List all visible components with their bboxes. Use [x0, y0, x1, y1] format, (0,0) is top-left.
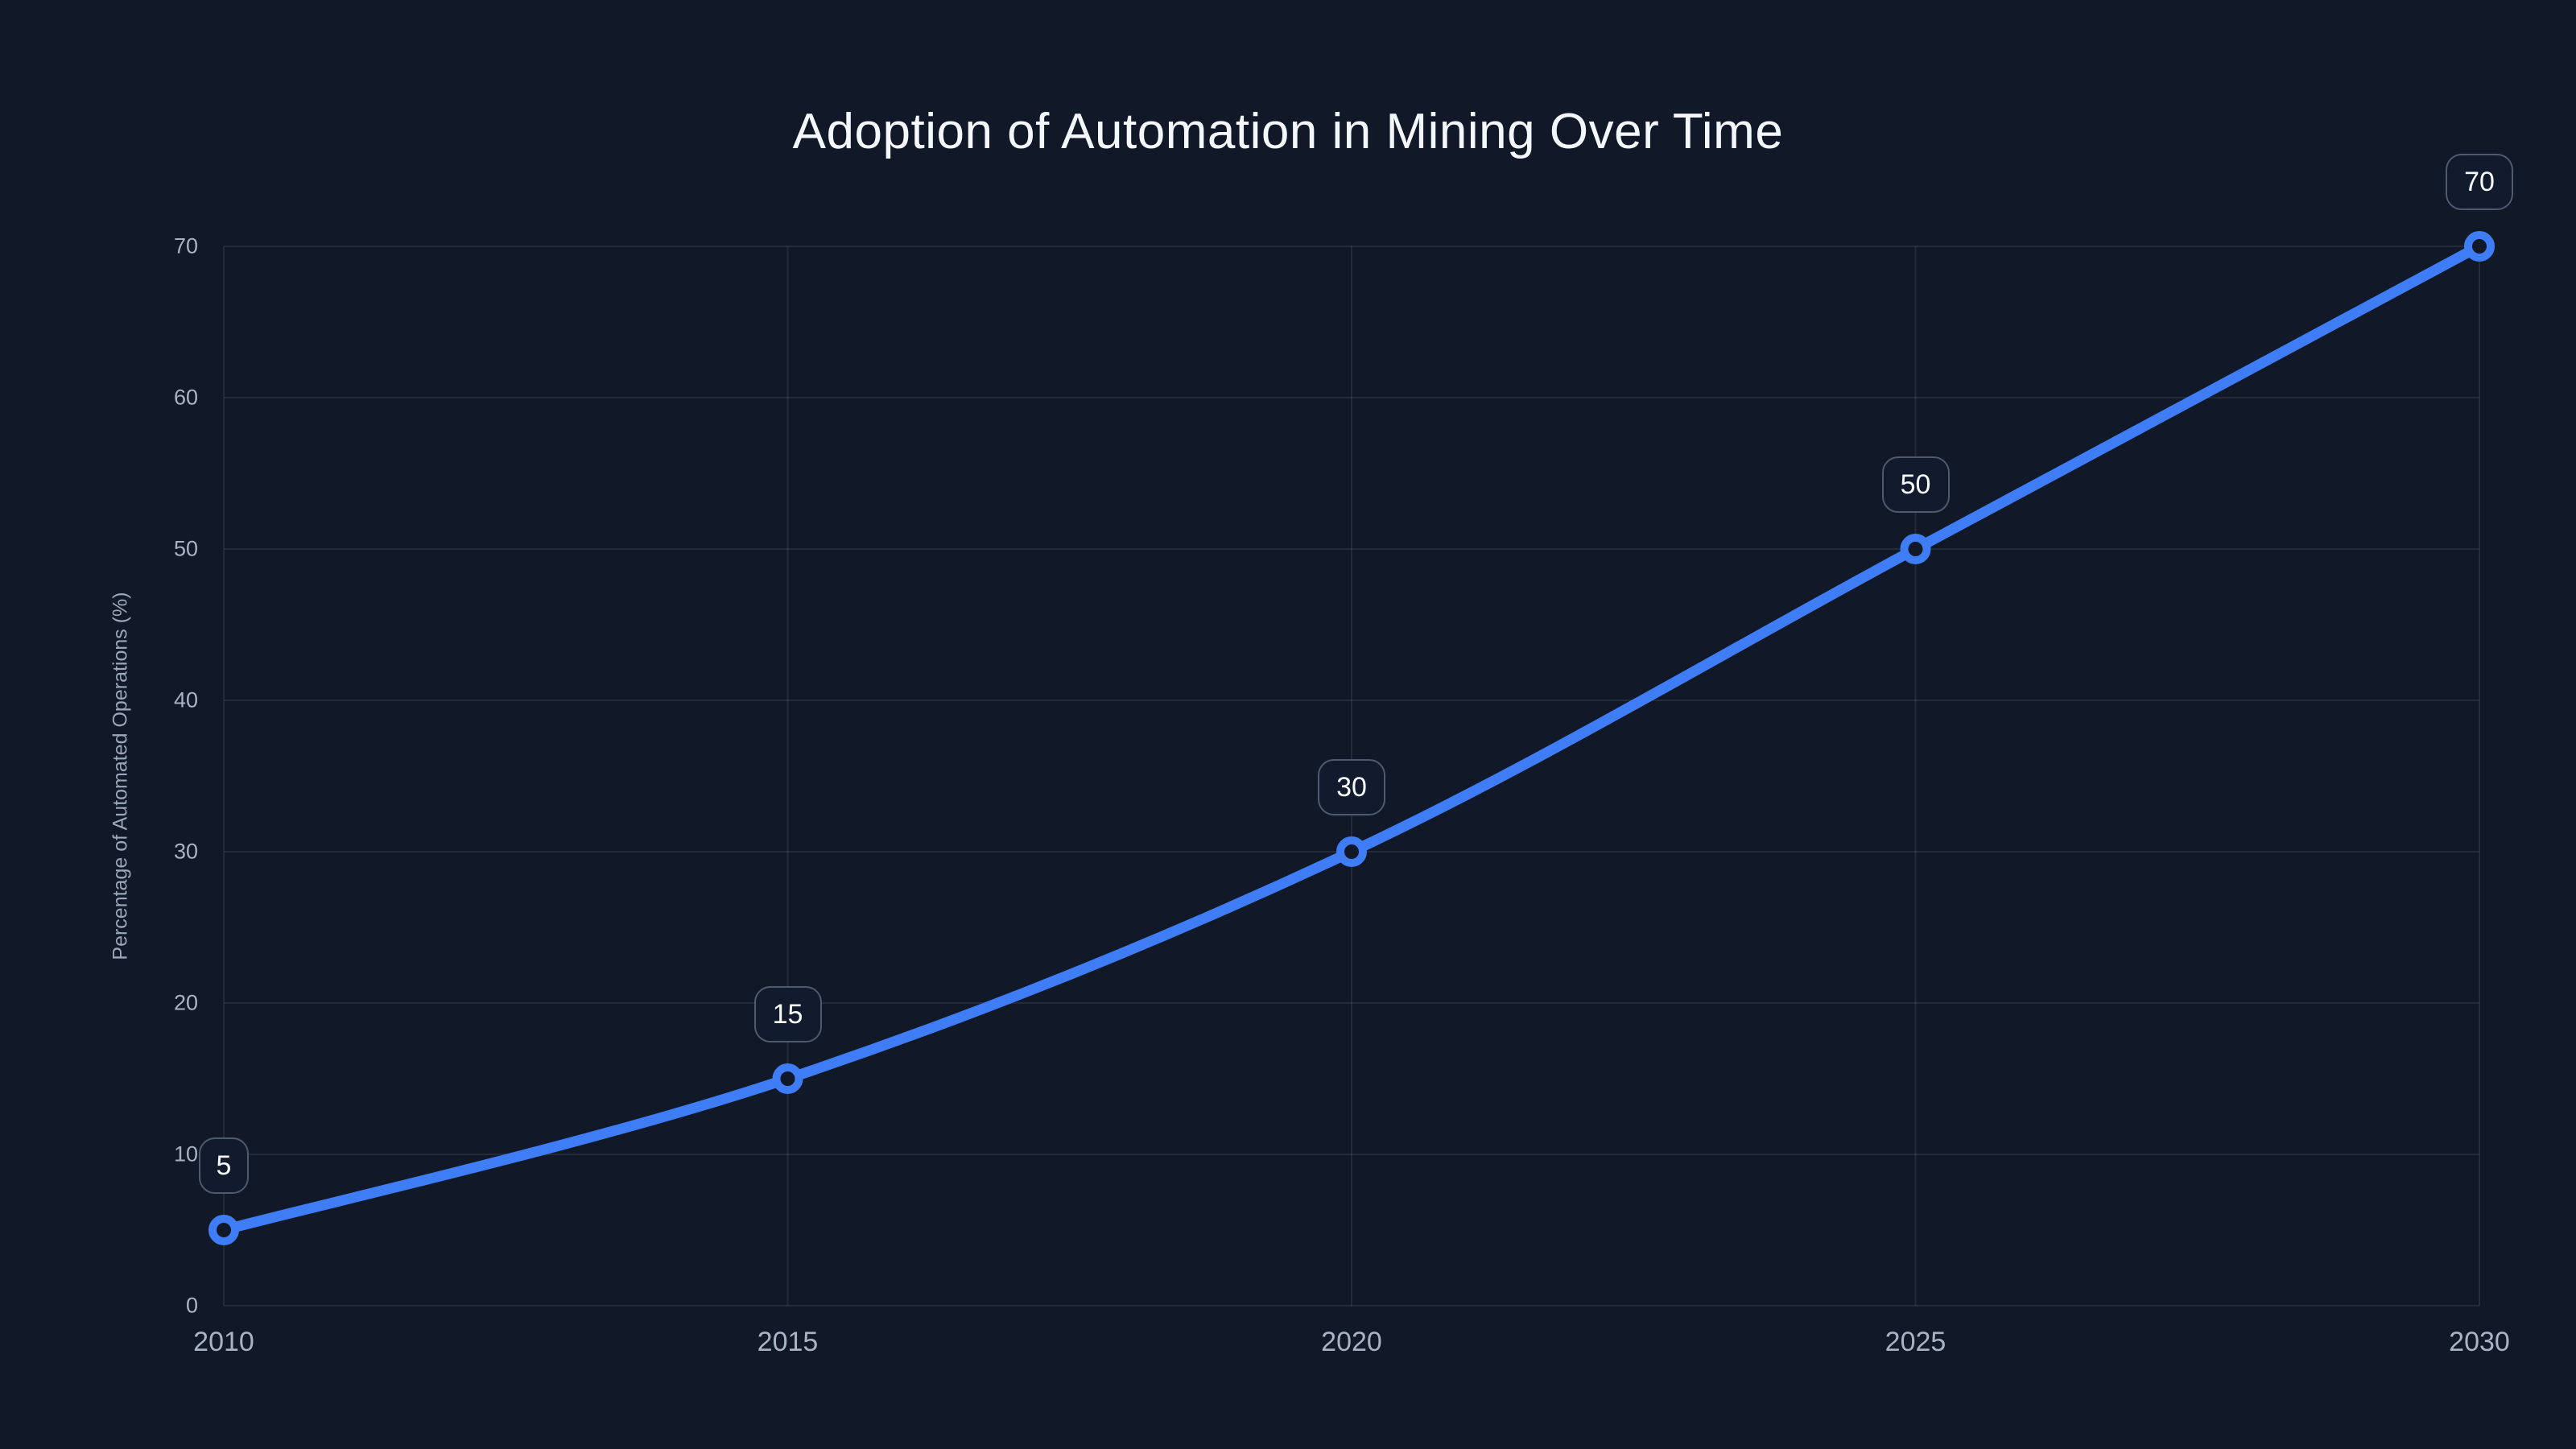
x-tick-label: 2015 [757, 1327, 819, 1357]
data-point-marker [1900, 534, 1931, 564]
data-point-marker [772, 1063, 803, 1094]
y-tick-label: 40 [173, 687, 198, 712]
y-tick-label: 50 [173, 536, 198, 561]
x-tick-label: 2010 [193, 1327, 254, 1357]
y-tick-label: 60 [173, 385, 198, 410]
x-tick-label: 2025 [1885, 1327, 1946, 1357]
y-tick-label: 70 [173, 233, 198, 258]
y-tick-label: 0 [185, 1293, 198, 1318]
chart-title: Adoption of Automation in Mining Over Ti… [792, 104, 1784, 159]
data-point-badge: 70 [2446, 154, 2513, 210]
data-point-badge: 15 [753, 986, 822, 1042]
x-tick-label: 2030 [2449, 1327, 2510, 1357]
x-tick-label: 2020 [1321, 1327, 1382, 1357]
y-tick-label: 30 [173, 839, 198, 864]
data-point-marker [208, 1215, 239, 1245]
data-point-marker [1336, 836, 1367, 867]
y-tick-label: 10 [173, 1141, 198, 1166]
data-point-badge: 5 [199, 1137, 249, 1194]
y-tick-label: 20 [173, 990, 198, 1015]
data-point-marker [2464, 231, 2495, 262]
data-point-badge: 30 [1318, 759, 1385, 815]
data-point-badge: 50 [1881, 456, 1950, 513]
